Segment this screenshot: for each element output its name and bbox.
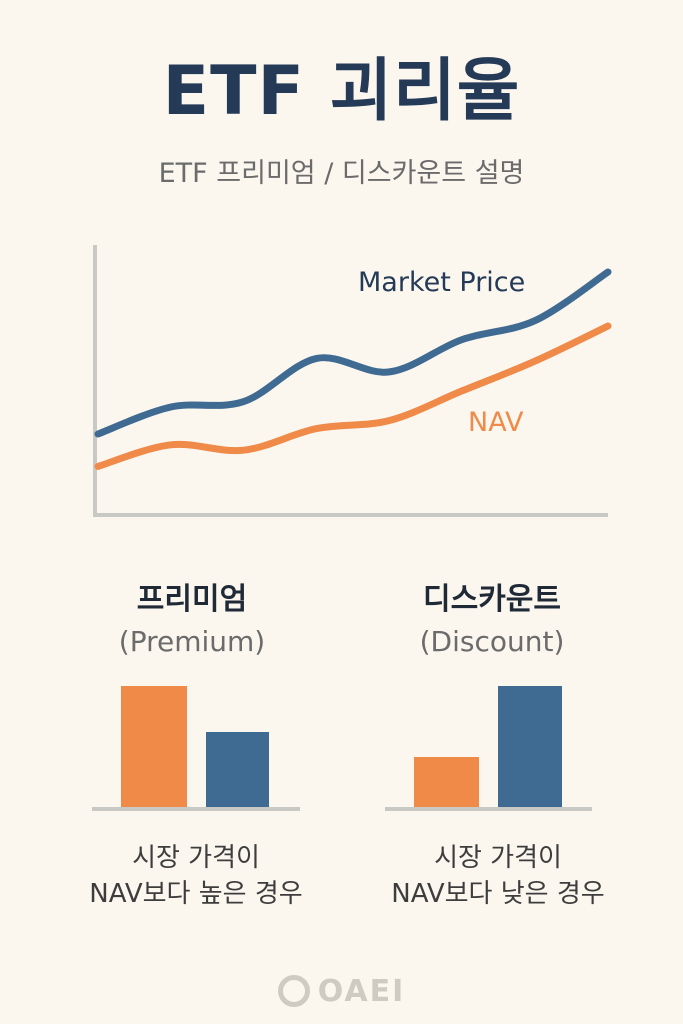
nav-legend: NAV	[468, 407, 524, 438]
page-title: ETF 괴리율	[162, 52, 521, 131]
nav-line	[94, 322, 612, 470]
discount-subtitle: (Discount)	[419, 625, 565, 658]
discount-caption: 시장 가격이 NAV보다 낮은 경우	[338, 840, 658, 912]
page-subtitle: ETF 프리미엄 / 디스카운트 설명	[158, 158, 525, 189]
market-price-legend: Market Price	[358, 267, 525, 298]
discount-bar-nav	[498, 686, 562, 808]
logo-text: OAEI	[317, 974, 406, 1009]
premium-caption-line-2: NAV보다 높은 경우	[89, 879, 303, 909]
discount-bar-market-price	[414, 756, 479, 808]
premium-subtitle: (Premium)	[118, 625, 266, 658]
line-chart: Market Price NAV	[93, 245, 612, 517]
premium-title: 프리미엄	[136, 582, 248, 617]
premium-baseline	[92, 807, 300, 811]
market-price-line	[94, 268, 612, 438]
logo-ring-icon	[277, 975, 310, 1007]
discount-caption-line-2: NAV보다 낮은 경우	[391, 879, 605, 909]
premium-bar-market-price	[121, 686, 187, 808]
premium-caption-line-1: 시장 가격이	[132, 843, 260, 873]
premium-caption: 시장 가격이 NAV보다 높은 경우	[36, 840, 356, 912]
discount-title: 디스카운트	[423, 582, 561, 617]
discount-baseline	[385, 807, 592, 811]
discount-caption-line-1: 시장 가격이	[434, 843, 562, 873]
logo: OAEI	[0, 972, 683, 1012]
premium-bar-nav	[206, 732, 269, 808]
